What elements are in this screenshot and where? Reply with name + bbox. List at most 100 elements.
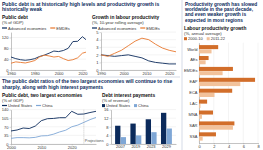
tick-label: 2007 xyxy=(116,144,126,149)
tick-label: 2 xyxy=(96,53,99,58)
bar xyxy=(146,119,151,144)
tick-label: 2023 xyxy=(147,144,157,149)
tick-label: World xyxy=(187,47,197,52)
bar xyxy=(136,135,141,144)
grid-line xyxy=(258,43,259,143)
grid-line xyxy=(101,47,176,48)
legend-label: EMDEs xyxy=(56,26,70,31)
tick-label: 1980 xyxy=(31,71,41,76)
bar xyxy=(199,78,255,82)
tick-mark xyxy=(100,47,102,48)
legend-swatch xyxy=(92,27,97,28)
tick: LAC xyxy=(190,101,199,106)
chart-subtitle: (% of GDP) xyxy=(2,98,24,103)
tick: 70 xyxy=(4,125,11,130)
chart: Debt interest payments(% of revenue)Unit… xyxy=(102,93,177,150)
series-group xyxy=(11,37,86,64)
tick-label: 16 xyxy=(104,107,109,112)
tick-label: 8 xyxy=(257,144,260,149)
bar xyxy=(115,126,120,144)
tick: 1960 xyxy=(7,70,17,76)
grid-line xyxy=(101,62,176,63)
tick: 105 xyxy=(2,116,11,121)
tick-label: 1960 xyxy=(7,71,17,76)
tick-label: 2000 xyxy=(55,71,65,76)
bar xyxy=(199,100,207,104)
axis-line xyxy=(111,110,112,144)
tick: 6 xyxy=(243,143,246,149)
tick-mark xyxy=(110,110,112,111)
bar xyxy=(199,67,233,71)
tick-label: 35 xyxy=(4,133,9,138)
tick-label: 4 xyxy=(228,144,231,149)
series-line xyxy=(11,111,96,131)
tick-label: 2010 xyxy=(37,145,47,150)
tick-mark xyxy=(100,55,102,56)
bar xyxy=(199,111,213,115)
grid-line xyxy=(11,48,86,49)
tick-label: 1990 xyxy=(97,71,107,76)
tick: 140 xyxy=(2,107,11,112)
tick-label: ECA xyxy=(189,90,198,95)
tick: SAR xyxy=(189,123,199,128)
bar xyxy=(199,89,232,93)
tick-label: SSA xyxy=(189,134,197,139)
grid-line xyxy=(11,109,96,110)
tick-label: 2000 xyxy=(120,71,130,76)
plot: 04812162007201920232029 xyxy=(104,107,176,149)
bar xyxy=(199,93,214,97)
chart: Public debt, two largest economies(% of … xyxy=(2,93,104,150)
tick-label: 2 xyxy=(213,144,216,149)
tick-label: MNA xyxy=(189,112,198,117)
grid-line xyxy=(101,32,176,33)
tick: 5 xyxy=(96,30,101,35)
legend-swatch xyxy=(134,104,137,107)
legend: 2000-10 2011-22 xyxy=(184,36,226,41)
tick: 4 xyxy=(228,143,231,149)
bar xyxy=(199,104,200,108)
series-group xyxy=(199,45,255,141)
tick: 2 xyxy=(96,53,101,58)
tick-mark xyxy=(10,118,12,119)
legend: United StatesChina xyxy=(102,103,149,108)
legend-label: China xyxy=(138,103,149,108)
tick-mark xyxy=(10,135,12,136)
bar xyxy=(199,132,216,136)
tick-label: 3 xyxy=(96,45,99,50)
series-group xyxy=(101,38,176,64)
tick-mark xyxy=(10,110,12,111)
legend-swatch xyxy=(50,27,55,28)
grid-line xyxy=(11,144,96,145)
axis: 1960 1980 2000 2020 xyxy=(7,70,88,76)
legend-label: 2000-10 xyxy=(188,36,203,41)
tick: 35 xyxy=(4,133,11,138)
series-group xyxy=(115,113,172,144)
tick: EMDEs xyxy=(184,68,199,73)
plot: 0123451990200020102020 xyxy=(96,30,176,76)
tick: 2000 xyxy=(120,70,130,76)
tick: 2020 xyxy=(165,70,175,76)
grid-line xyxy=(243,43,244,143)
grid-line xyxy=(11,37,86,38)
bar xyxy=(167,129,172,144)
legend-label: United States xyxy=(8,103,32,108)
axis: 04080120 xyxy=(2,33,12,73)
tick-label: 2000 xyxy=(7,145,17,150)
series-group xyxy=(11,110,96,144)
axis: 0481216 xyxy=(104,107,111,146)
legend: Advanced economiesEMDEs xyxy=(92,26,160,31)
tick: 2000 xyxy=(55,70,65,76)
tick: 0 xyxy=(106,142,111,147)
tick: 2 xyxy=(213,143,216,149)
legend-label: 2011-22 xyxy=(211,36,226,41)
tick-label: 40 xyxy=(4,57,9,62)
bar xyxy=(161,113,166,144)
legend-label: Advanced economies xyxy=(98,26,136,31)
tick-label: 2020 xyxy=(68,145,78,150)
axis-line xyxy=(11,33,12,71)
tick-mark xyxy=(10,38,12,39)
bar xyxy=(199,56,209,60)
series-line xyxy=(11,52,86,63)
grid-line xyxy=(111,109,176,110)
tick: 2020 xyxy=(78,70,88,76)
